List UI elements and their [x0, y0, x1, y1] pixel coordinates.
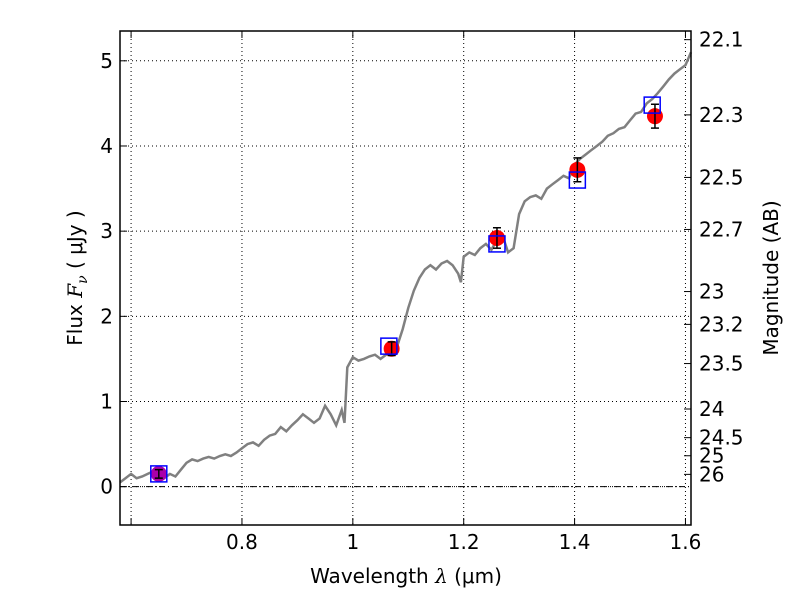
model-band-point	[380, 337, 398, 355]
x-tick-label: 1.2	[448, 530, 480, 554]
x-tick-label: 1.4	[559, 530, 591, 554]
y-tick-label: 1	[100, 390, 113, 414]
y-axis-label: Flux Fν ( μJy )	[63, 210, 91, 345]
magnitude-tick-label: 23.2	[699, 312, 744, 336]
magnitude-axis-label: Magnitude (AB)	[759, 200, 783, 355]
model-band-point	[488, 235, 506, 253]
magnitude-tick-label: 22.5	[699, 165, 744, 189]
y-tick-label: 4	[100, 134, 113, 158]
data-points	[150, 96, 663, 483]
model-band-point	[643, 96, 661, 114]
y-tick-label: 2	[100, 304, 113, 328]
plot-frame	[119, 30, 692, 526]
x-tick-label: 0.8	[226, 530, 258, 554]
magnitude-tick-label: 24	[699, 397, 724, 421]
axis-ticks: 0.8 1 1.2 1.4 1.601234522.122.322.522.72323.…	[100, 28, 743, 554]
x-tick-label: 1	[346, 530, 359, 554]
magnitude-tick-label: 22.1	[699, 28, 744, 52]
y-axis-label-unit: ( μJy )	[63, 210, 87, 275]
magnitude-tick-label: 22.3	[699, 103, 744, 127]
y-tick-label: 0	[100, 475, 113, 499]
x-axis-label-prefix: Wavelength	[310, 564, 435, 588]
x-axis-label-symbol: λ	[434, 564, 448, 588]
magnitude-tick-label: 25	[699, 444, 724, 468]
magnitude-tick-label: 23.5	[699, 352, 744, 376]
x-tick-label: 1.6	[670, 530, 702, 554]
x-axis-label-unit: (μm)	[448, 564, 502, 588]
magnitude-tick-label: 24.5	[699, 426, 744, 450]
y-axis-label-subscript: ν	[75, 275, 91, 284]
magnitude-tick-label: 22.7	[699, 217, 744, 241]
magnitude-tick-label: 23	[699, 280, 724, 304]
y-tick-label: 3	[100, 219, 113, 243]
y-axis-label-prefix: Flux	[63, 298, 87, 346]
model-band-point	[568, 171, 587, 189]
magnitude-tick-label: 26	[699, 462, 724, 486]
model-band-point	[150, 465, 168, 483]
y-tick-label: 5	[100, 49, 113, 73]
x-axis-label: Wavelength λ (μm)	[310, 564, 502, 588]
model-spectrum-line	[119, 51, 693, 484]
y-axis-label-symbol: F	[63, 283, 87, 299]
